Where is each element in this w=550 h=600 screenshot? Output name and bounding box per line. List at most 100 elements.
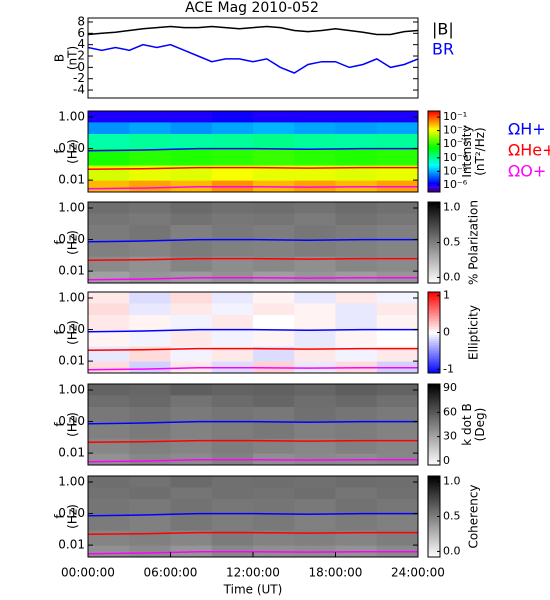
colorbar-swatch — [428, 292, 440, 295]
heatmap-cell — [211, 476, 254, 488]
heatmap-cell — [129, 406, 171, 423]
colorbar-swatch — [428, 388, 440, 391]
colorbar-swatch — [428, 426, 440, 430]
colorbar-swatch — [428, 262, 440, 266]
colorbar-swatch — [428, 516, 440, 520]
colorbar-swatch — [428, 296, 440, 299]
heatmap-cell — [211, 148, 254, 166]
colorbar-swatch — [428, 346, 440, 350]
heatmap-cell — [211, 384, 254, 396]
colorbar-swatch — [428, 304, 440, 307]
colorbar-swatch — [428, 179, 440, 183]
y-tick-label: 0.10 — [58, 506, 85, 520]
heatmap-cell — [170, 271, 213, 283]
colorbar-swatch — [428, 508, 440, 511]
colorbar-tick-label: 0 — [443, 326, 450, 339]
colorbar-swatch — [428, 117, 440, 120]
heatmap-cell — [253, 271, 295, 283]
heatmap-cell — [211, 530, 254, 546]
heatmap-cell — [88, 476, 130, 488]
heatmap-cell — [88, 498, 130, 515]
colorbar-tick-label: 60 — [443, 405, 457, 418]
y-axis-label: f — [53, 330, 67, 335]
heatmap-cell — [170, 530, 213, 546]
colorbar-swatch — [428, 151, 440, 155]
colorbar-swatch — [428, 175, 440, 179]
colorbar-swatch — [428, 498, 440, 501]
heatmap-cell — [211, 346, 254, 362]
legend-label: ΩHe+ — [508, 141, 550, 160]
heatmap-cell — [88, 530, 130, 546]
colorbar-swatch — [428, 454, 440, 458]
colorbar-swatch — [428, 121, 440, 124]
heatmap-cell — [253, 148, 295, 166]
colorbar-swatch — [428, 244, 440, 248]
colorbar-swatch — [428, 204, 440, 207]
colorbar-swatch — [428, 494, 440, 497]
x-tick-label: 24:00:00 — [391, 566, 445, 580]
colorbar-swatch — [428, 522, 440, 526]
series-line — [88, 166, 418, 171]
heatmap-cell — [170, 302, 213, 316]
colorbar-tick-label: 10⁻³ — [443, 137, 467, 150]
colorbar-swatch — [428, 206, 440, 209]
heatmap-cell — [129, 148, 171, 166]
heatmap-cell — [335, 202, 378, 214]
colorbar-label: % Polarization — [467, 200, 481, 285]
colorbar-swatch — [428, 384, 440, 387]
colorbar-swatch — [428, 316, 440, 319]
colorbar-swatch — [428, 492, 440, 495]
colorbar-swatch — [428, 220, 440, 223]
colorbar-swatch — [428, 442, 440, 446]
colorbar-swatch — [428, 185, 440, 189]
colorbar-swatch — [428, 308, 440, 311]
colorbar-swatch — [428, 478, 440, 481]
heatmap-cell — [170, 165, 213, 181]
colorbar-swatch — [428, 246, 440, 250]
heatmap-cell — [88, 133, 130, 150]
colorbar-swatch — [428, 404, 440, 407]
heatmap-cell — [211, 111, 254, 123]
heatmap-cell — [335, 239, 378, 257]
heatmap-cell — [129, 111, 171, 123]
heatmap-cell — [129, 121, 171, 135]
heatmap-cell — [170, 202, 213, 214]
colorbar-swatch — [428, 412, 440, 415]
heatmap-cell — [376, 224, 418, 241]
heatmap-cell — [170, 453, 213, 465]
colorbar-swatch — [428, 210, 440, 213]
heatmap-cell — [211, 292, 254, 304]
colorbar-swatch — [428, 482, 440, 485]
heatmap-cell — [294, 476, 336, 488]
colorbar-swatch — [428, 129, 440, 132]
y-tick-label: 1.00 — [58, 110, 85, 124]
colorbar-tick-label: 10⁻¹ — [443, 110, 467, 123]
colorbar-swatch — [428, 520, 440, 524]
heatmap-cell — [129, 545, 171, 557]
heatmap-cell — [294, 292, 336, 304]
x-axis-label: Time (UT) — [223, 583, 283, 597]
heatmap-cell — [88, 513, 130, 531]
colorbar-swatch — [428, 544, 440, 548]
axes-frame — [87, 110, 419, 193]
colorbar-swatch — [428, 338, 440, 342]
colorbar-swatch — [428, 534, 440, 538]
colorbar-swatch — [428, 538, 440, 542]
colorbar-swatch — [428, 268, 440, 272]
heatmap-cell — [376, 165, 418, 181]
heatmap-cell — [211, 121, 254, 135]
colorbar-swatch — [428, 356, 440, 360]
heatmap-cell — [170, 111, 213, 123]
heatmap-cell — [294, 346, 336, 362]
heatmap-cell — [294, 361, 336, 373]
heatmap-cell — [376, 346, 418, 362]
colorbar-swatch — [428, 202, 440, 205]
heatmap-cell — [88, 302, 130, 316]
colorbar-tick-label: 0.0 — [443, 270, 461, 283]
heatmap-cell — [294, 165, 336, 181]
colorbar-swatch — [428, 149, 440, 152]
colorbar-swatch — [428, 272, 440, 276]
heatmap-cell — [211, 406, 254, 423]
heatmap-cell — [294, 486, 336, 500]
